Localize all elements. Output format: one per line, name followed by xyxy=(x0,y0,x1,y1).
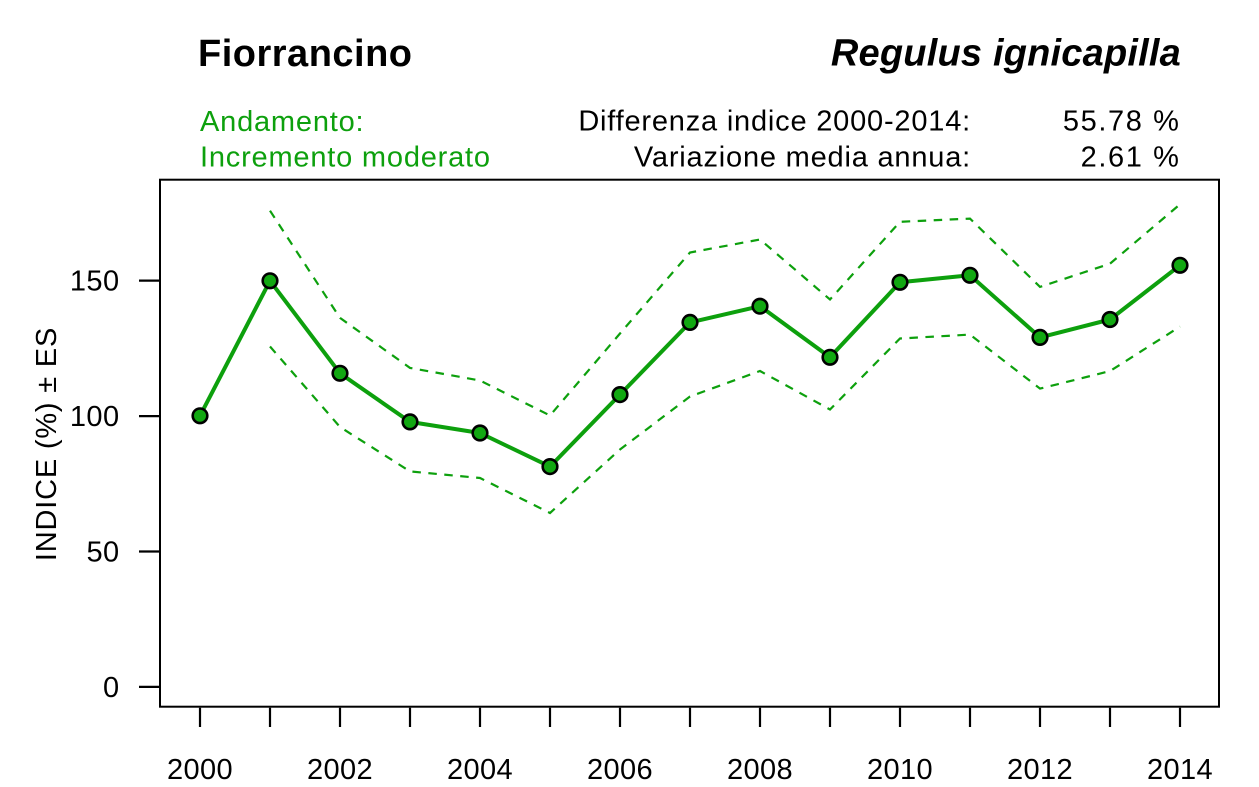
svg-text:2008: 2008 xyxy=(727,754,793,786)
svg-text:2.61 %: 2.61 % xyxy=(1081,141,1181,173)
svg-text:Fiorrancino: Fiorrancino xyxy=(198,33,413,75)
svg-text:2014: 2014 xyxy=(1147,754,1213,786)
svg-text:150: 150 xyxy=(70,266,120,298)
svg-text:50: 50 xyxy=(86,537,119,569)
svg-text:0: 0 xyxy=(103,672,120,704)
svg-text:2012: 2012 xyxy=(1007,754,1073,786)
svg-text:2010: 2010 xyxy=(867,754,933,786)
svg-text:2000: 2000 xyxy=(167,754,233,786)
svg-text:Variazione media annua:: Variazione media annua: xyxy=(634,141,971,173)
svg-text:Differenza indice 2000-2014:: Differenza indice 2000-2014: xyxy=(578,106,971,138)
svg-text:2002: 2002 xyxy=(307,754,373,786)
svg-text:55.78 %: 55.78 % xyxy=(1063,106,1181,138)
svg-text:2004: 2004 xyxy=(447,754,513,786)
svg-text:Andamento:: Andamento: xyxy=(200,106,364,138)
svg-text:2006: 2006 xyxy=(587,754,653,786)
svg-text:100: 100 xyxy=(70,401,120,433)
svg-text:INDICE (%) ± ES: INDICE (%) ± ES xyxy=(31,327,63,561)
svg-text:Incremento moderato: Incremento moderato xyxy=(200,141,491,173)
svg-text:Regulus ignicapilla: Regulus ignicapilla xyxy=(831,32,1181,74)
